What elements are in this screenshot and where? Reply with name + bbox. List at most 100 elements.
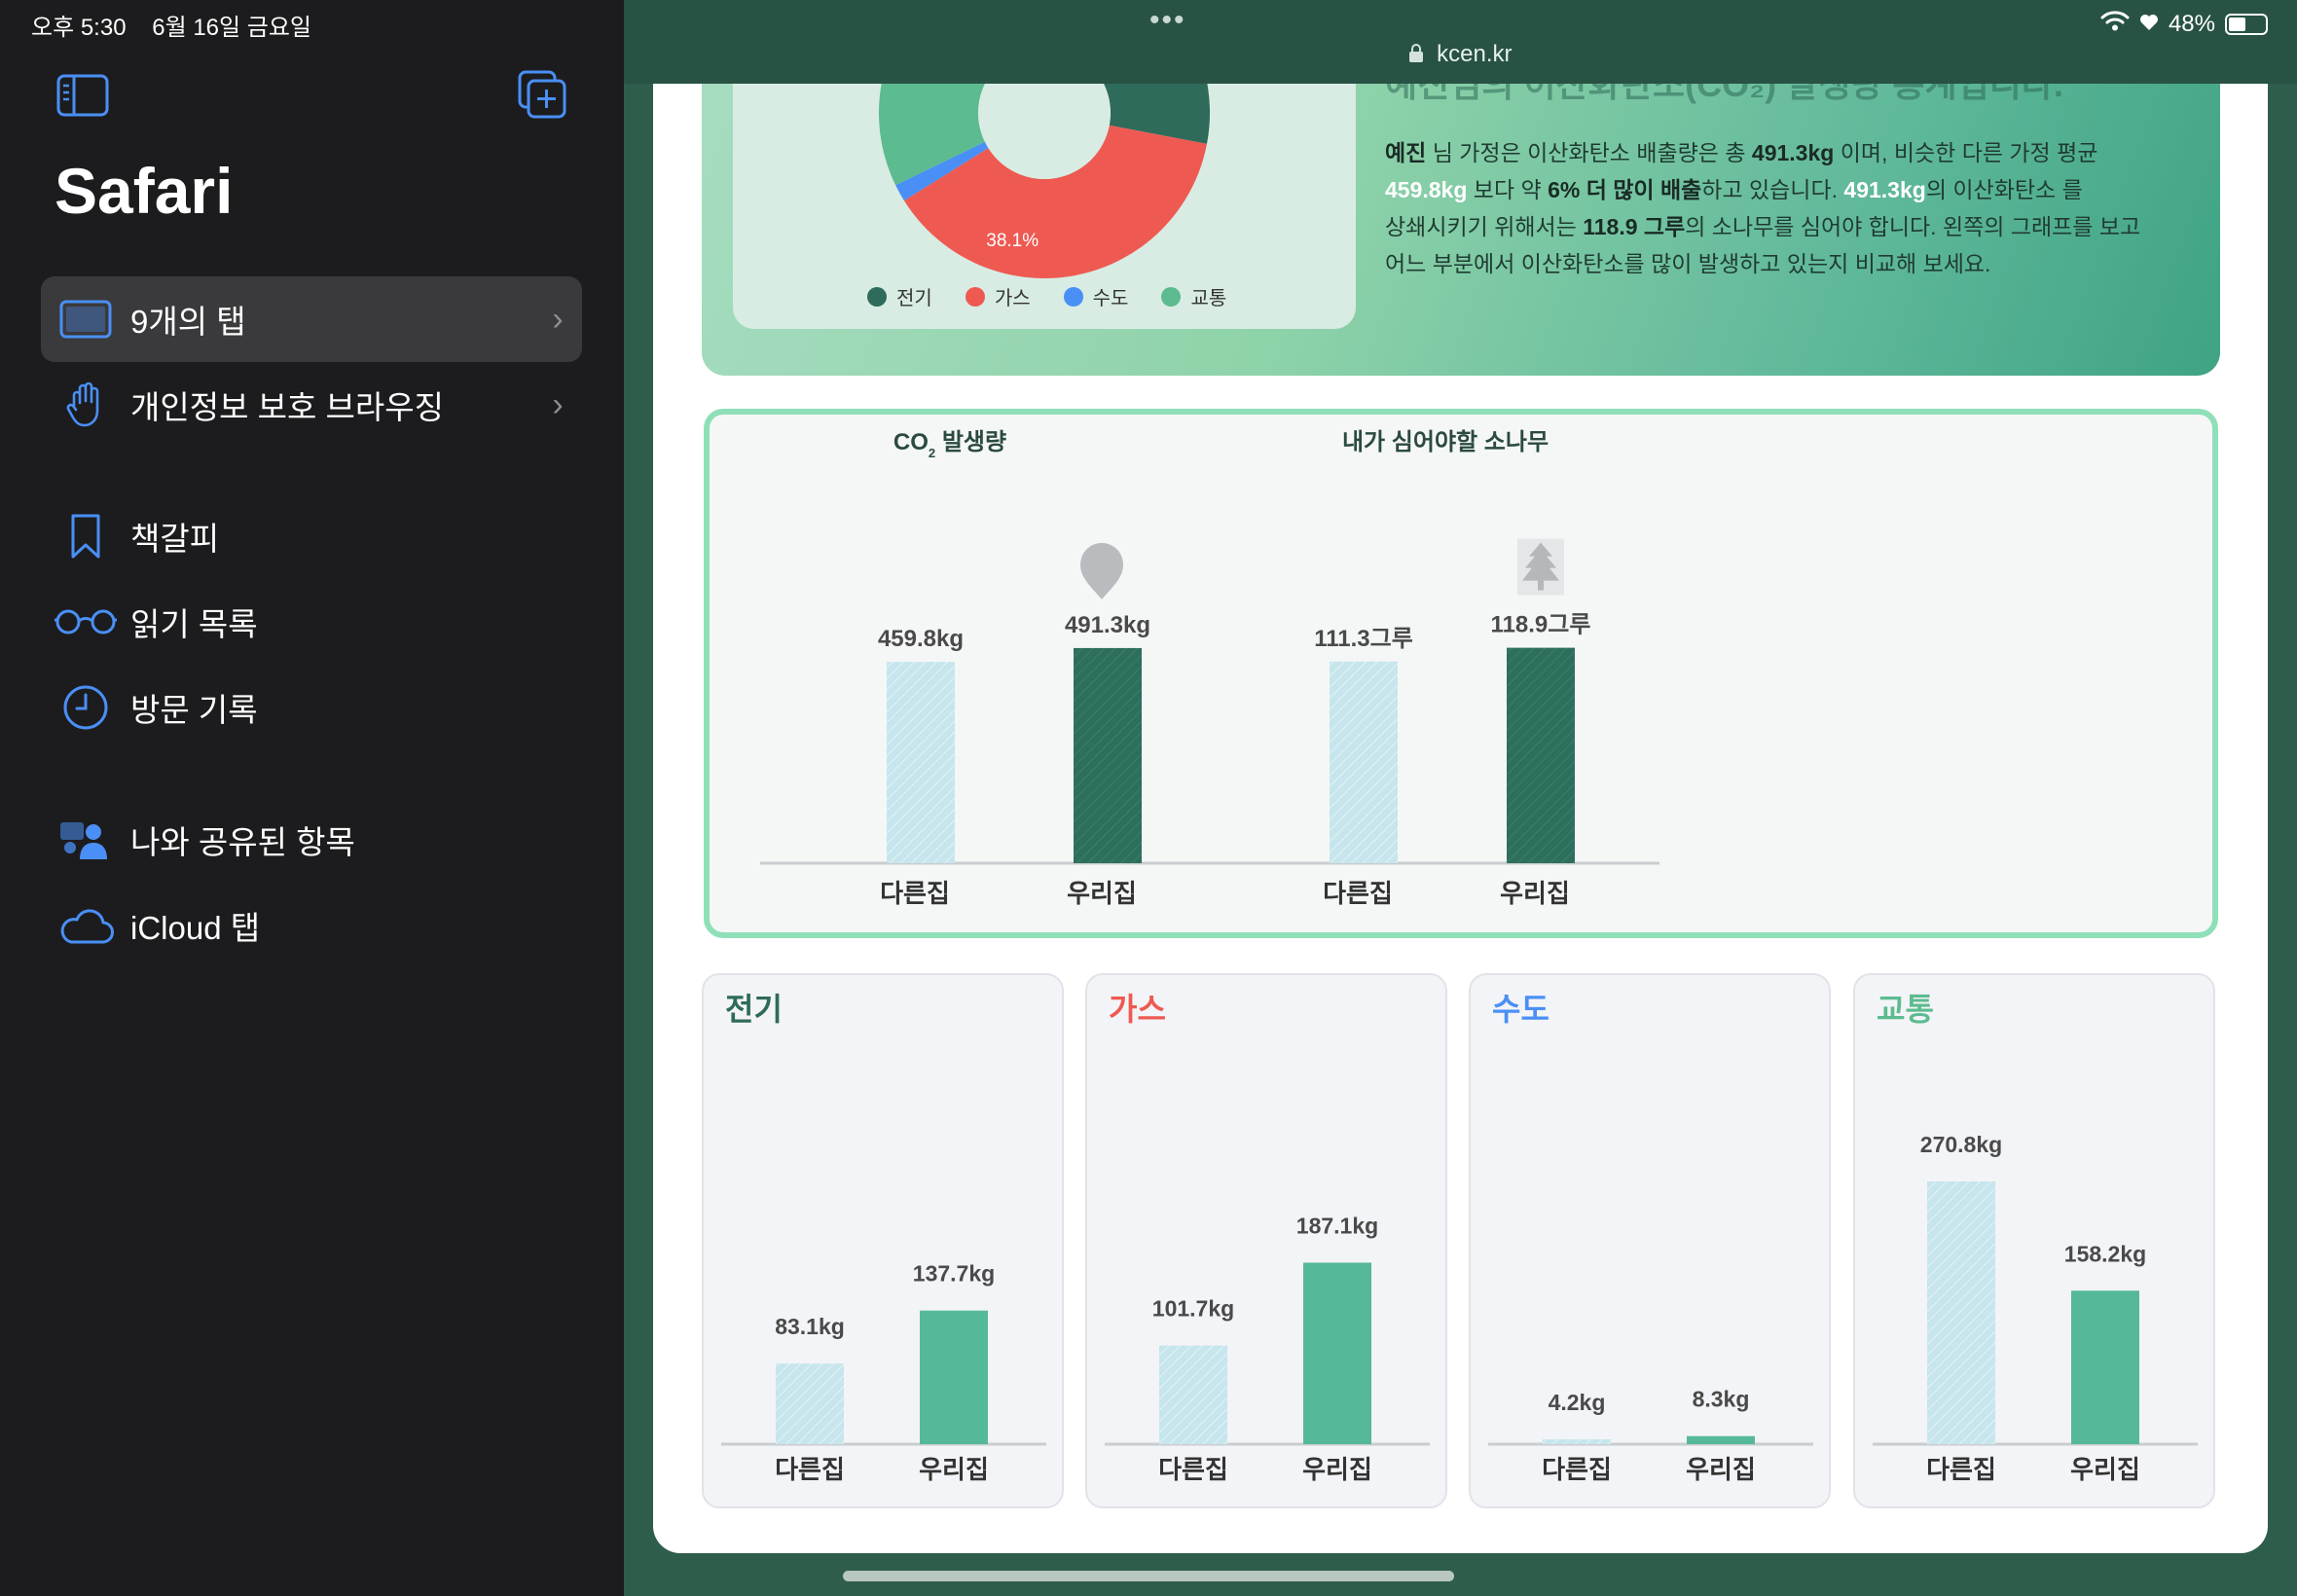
sidebar-item-label: 책갈피 bbox=[130, 521, 220, 557]
difference-text: 6% 더 많이 배출 bbox=[1548, 177, 1702, 202]
sidebar-item-icloud-tabs[interactable]: iCloud 탭 bbox=[41, 891, 260, 960]
sidebar-item-label: 9개의 탭 bbox=[130, 304, 246, 340]
tree-count: 118.9 그루 bbox=[1583, 214, 1686, 239]
total-emission: 491.3kg bbox=[1843, 177, 1926, 202]
comparison-panel: CO2 발생량 459.8kg 다른집 491.3kg 우리집 내가 심어야할 소나무 11… bbox=[704, 409, 2218, 938]
summary-text-part: 의 소나무를 심어야 합니다. 왼쪽의 그래프를 보고 bbox=[1685, 214, 2141, 239]
donut-data-label: 38.1% bbox=[986, 231, 1039, 251]
sidebar-item-tabs[interactable]: 9개의 탭 › bbox=[41, 276, 582, 362]
bar-value-label: 158.2kg bbox=[2064, 1241, 2146, 1266]
category-card-water: 수도 4.2kg 다른집 8.3kg 우리집 bbox=[1469, 973, 1831, 1508]
user-name: 예진 bbox=[1385, 140, 1427, 165]
sidebar-title: Safari bbox=[55, 155, 234, 227]
bar-other-home bbox=[1330, 661, 1398, 863]
bar-value-label: 491.3kg bbox=[1065, 612, 1150, 638]
battery-percent: 48% bbox=[2168, 10, 2215, 37]
summary-line-3: 상쇄시키기 위해서는 118.9 그루의 소나무를 심어야 합니다. 왼쪽의 그… bbox=[1385, 208, 2183, 245]
summary-text-part: 상쇄시키기 위해서는 bbox=[1385, 214, 1584, 239]
legend-label: 교통 bbox=[1190, 288, 1227, 309]
sidebar-item-private[interactable]: 개인정보 보호 브라우징 › bbox=[41, 362, 582, 448]
sidebar-item-bookmarks[interactable]: 책갈피 bbox=[41, 502, 219, 570]
summary-text-part: 님 가정은 이산화탄소 배출량은 총 bbox=[1426, 140, 1752, 165]
donut-card: 38.1% 전기 가스 수도 교통 bbox=[733, 84, 1356, 329]
summary-text-part: 하고 있습니다. bbox=[1701, 177, 1844, 202]
category-title: 전기 bbox=[725, 992, 783, 1027]
bar-category-label: 우리집 bbox=[2070, 1455, 2140, 1484]
bar-our-home bbox=[1687, 1435, 1755, 1444]
bar-category-label: 우리집 bbox=[1500, 879, 1570, 908]
donut-slice-gas bbox=[903, 125, 1207, 278]
bar-category-label: 우리집 bbox=[1686, 1455, 1756, 1484]
url-text: kcen.kr bbox=[1437, 41, 1513, 67]
chevron-right-icon: › bbox=[552, 300, 564, 338]
summary-heading: 예진님의 이산화탄소(CO₂) 발생량 통계입니다. bbox=[1385, 84, 2064, 104]
summary-line-1: 예진 님 가정은 이산화탄소 배출량은 총 491.3kg 이며, 비슷한 다른… bbox=[1385, 134, 2183, 171]
electricity-bar-chart: 전기 83.1kg 다른집 137.7kg 우리집 bbox=[721, 992, 1046, 1484]
bar-other-home bbox=[1159, 1345, 1227, 1444]
donut-chart: 38.1% bbox=[879, 84, 1211, 278]
battery-level bbox=[2229, 17, 2246, 31]
sidebar-item-reading-list[interactable]: 읽기 목록 bbox=[41, 588, 258, 656]
glasses-icon bbox=[41, 607, 130, 636]
bar-category-label: 우리집 bbox=[1067, 879, 1137, 908]
bar-our-home bbox=[920, 1310, 988, 1444]
donut-hole bbox=[978, 84, 1111, 179]
chart-title: 내가 심어야할 소나무 bbox=[1342, 429, 1549, 455]
sidebar-item-label: 읽기 목록 bbox=[130, 606, 258, 642]
sidebar-toggle-icon[interactable] bbox=[56, 74, 109, 122]
legend-dot bbox=[1063, 286, 1083, 307]
category-title: 교통 bbox=[1877, 992, 1934, 1027]
total-emission: 491.3kg bbox=[1751, 140, 1835, 165]
new-tab-group-icon[interactable] bbox=[518, 70, 566, 124]
bar-value-label: 118.9그루 bbox=[1491, 612, 1591, 638]
tablet-icon bbox=[41, 300, 130, 339]
sidebar-item-shared[interactable]: 나와 공유된 항목 bbox=[41, 806, 355, 874]
bar-category-label: 다른집 bbox=[1323, 879, 1393, 908]
status-bar-right: 48% bbox=[2100, 10, 2268, 38]
sidebar: 오후 5:30 6월 16일 금요일 Safari 9개의 탭 › 개인정보 보… bbox=[0, 0, 624, 1596]
legend-dot bbox=[965, 286, 985, 307]
category-card-electricity: 전기 83.1kg 다른집 137.7kg 우리집 bbox=[702, 973, 1064, 1508]
category-card-gas: 가스 101.7kg 다른집 187.1kg 우리집 bbox=[1085, 973, 1447, 1508]
pine-tree-icon bbox=[1517, 538, 1564, 596]
sidebar-item-history[interactable]: 방문 기록 bbox=[41, 673, 258, 742]
more-dots-icon[interactable]: ••• bbox=[1149, 4, 1186, 36]
status-date: 6월 16일 금요일 bbox=[152, 15, 311, 41]
gas-bar-chart: 가스 101.7kg 다른집 187.1kg 우리집 bbox=[1105, 992, 1430, 1484]
bar-other-home bbox=[887, 662, 955, 863]
category-title: 가스 bbox=[1109, 992, 1166, 1027]
bar-value-label: 459.8kg bbox=[878, 626, 964, 652]
transport-bar-chart: 교통 270.8kg 다른집 158.2kg 우리집 bbox=[1873, 992, 2198, 1484]
summary-text: 예진 님 가정은 이산화탄소 배출량은 총 491.3kg 이며, 비슷한 다른… bbox=[1385, 134, 2183, 282]
bar-value-label: 111.3그루 bbox=[1314, 626, 1413, 652]
legend-item-water: 수도 bbox=[1063, 282, 1128, 310]
bar-value-label: 4.2kg bbox=[1549, 1390, 1606, 1415]
bar-our-home bbox=[1074, 647, 1142, 863]
status-bar-left: 오후 5:30 6월 16일 금요일 bbox=[31, 8, 331, 42]
summary-line-2: 459.8kg 보다 약 6% 더 많이 배출하고 있습니다. 491.3kg의… bbox=[1385, 171, 2183, 208]
bar-category-label: 우리집 bbox=[919, 1455, 989, 1484]
sidebar-item-label: 방문 기록 bbox=[130, 692, 258, 728]
chevron-right-icon: › bbox=[552, 385, 564, 423]
bar-category-label: 다른집 bbox=[775, 1455, 845, 1484]
map-pin-icon bbox=[1080, 542, 1123, 599]
summary-text-part: 보다 약 bbox=[1467, 177, 1549, 202]
bar-category-label: 다른집 bbox=[1542, 1455, 1612, 1484]
legend-label: 전기 bbox=[896, 288, 932, 309]
chart-title: CO2 발생량 bbox=[893, 429, 1006, 460]
category-title: 수도 bbox=[1492, 992, 1550, 1027]
sidebar-item-label: 나와 공유된 항목 bbox=[130, 824, 355, 860]
heart-icon bbox=[2139, 11, 2159, 38]
donut-slice-water bbox=[895, 141, 989, 201]
address-bar[interactable]: kcen.kr bbox=[624, 41, 2297, 68]
summary-line-4: 어느 부분에서 이산화탄소를 많이 발생하고 있는지 비교해 보세요. bbox=[1385, 251, 1991, 276]
bar-value-label: 8.3kg bbox=[1693, 1387, 1750, 1412]
bar-category-label: 다른집 bbox=[1158, 1455, 1228, 1484]
category-card-transport: 교통 270.8kg 다른집 158.2kg 우리집 bbox=[1853, 973, 2215, 1508]
bar-value-label: 83.1kg bbox=[775, 1314, 845, 1339]
legend-item-gas: 가스 bbox=[965, 282, 1031, 310]
legend-dot bbox=[1161, 286, 1182, 307]
sidebar-item-label: iCloud 탭 bbox=[130, 910, 261, 946]
summary-text-part: 이며, 비슷한 다른 가정 평균 bbox=[1834, 140, 2098, 165]
legend-label: 가스 bbox=[994, 288, 1031, 309]
